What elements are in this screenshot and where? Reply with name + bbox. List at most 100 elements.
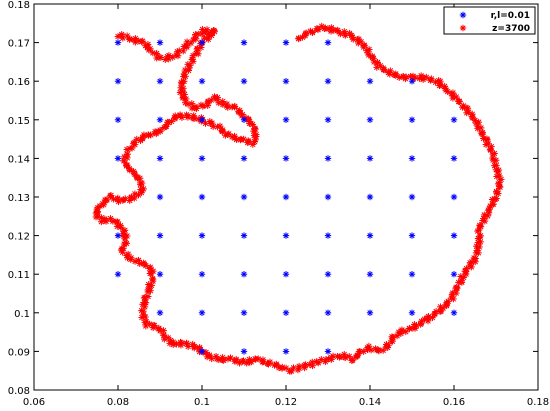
data-point-blue — [324, 232, 332, 239]
data-point-blue — [366, 271, 374, 278]
data-point-blue — [282, 232, 290, 239]
data-point-red — [432, 78, 439, 86]
y-tick-label: 0.18 — [8, 0, 30, 11]
data-point-red — [385, 341, 392, 349]
data-point-red — [135, 191, 142, 199]
data-point-red — [360, 42, 368, 50]
data-point-blue — [156, 116, 164, 123]
data-point-red — [179, 47, 187, 55]
data-point-red — [417, 319, 425, 327]
data-point-red — [416, 75, 424, 82]
data-point-red — [482, 141, 490, 148]
data-point-blue — [408, 78, 416, 85]
data-point-blue — [114, 78, 122, 85]
data-point-blue — [114, 232, 122, 239]
data-point-red — [193, 105, 200, 112]
data-point-red — [459, 102, 467, 110]
data-point-blue — [450, 309, 458, 316]
x-tick-label: 0.14 — [359, 397, 381, 408]
data-point-red — [447, 90, 455, 98]
data-point-blue — [282, 309, 290, 316]
legend-marker-symbol — [459, 24, 467, 32]
data-point-red — [455, 97, 463, 105]
y-tick-label: 0.16 — [8, 77, 30, 88]
data-point-red — [231, 103, 238, 111]
data-point-blue — [366, 309, 374, 316]
legend-marker-z-3700 — [459, 24, 467, 32]
data-point-red — [109, 217, 117, 225]
data-point-blue — [282, 78, 290, 85]
data-point-blue — [156, 271, 164, 278]
data-point-red — [184, 343, 192, 350]
data-point-red — [137, 181, 144, 189]
data-point-red — [353, 352, 361, 360]
data-point-red — [130, 169, 138, 177]
data-point-red — [211, 28, 218, 36]
data-point-red — [266, 358, 274, 366]
data-point-blue — [324, 348, 332, 355]
data-point-blue — [450, 271, 458, 278]
x-tick-label: 0.06 — [23, 397, 45, 408]
data-point-red — [470, 254, 478, 262]
y-tick-label: 0.17 — [8, 39, 30, 50]
data-point-blue — [114, 116, 122, 123]
data-point-red — [232, 357, 240, 365]
data-point-red — [313, 25, 321, 33]
data-point-red — [169, 53, 177, 61]
y-tick-label: 0.14 — [8, 154, 30, 165]
data-point-red — [426, 76, 434, 84]
data-point-red — [348, 33, 356, 41]
data-point-red — [436, 82, 443, 90]
data-point-blue — [408, 155, 416, 162]
data-point-red — [151, 128, 159, 136]
data-point-red — [308, 358, 316, 366]
data-point-blue — [240, 155, 248, 162]
data-point-red — [199, 102, 207, 110]
data-point-blue — [240, 232, 248, 239]
data-point-blue — [324, 116, 332, 123]
data-point-blue — [408, 116, 416, 123]
data-point-red — [150, 322, 158, 329]
data-point-blue — [198, 193, 206, 201]
series-r-l-0-01 — [114, 39, 458, 355]
data-point-red — [107, 192, 115, 199]
data-point-blue — [282, 155, 290, 162]
data-point-red — [463, 109, 471, 117]
data-point-blue — [324, 155, 332, 162]
series-z-3700 — [92, 22, 505, 375]
data-point-blue — [282, 271, 290, 278]
data-point-blue — [282, 39, 290, 46]
x-tick-label: 0.18 — [527, 397, 549, 408]
data-point-red — [227, 354, 234, 362]
data-point-blue — [366, 116, 374, 123]
y-tick-label: 0.12 — [8, 232, 30, 243]
data-point-blue — [198, 155, 206, 162]
x-tick-label: 0.16 — [443, 397, 465, 408]
data-point-red — [250, 127, 258, 135]
data-point-blue — [198, 309, 206, 316]
data-point-blue — [408, 232, 416, 239]
legend-label-r-l-0-01: r,l=0.01 — [491, 11, 530, 21]
data-point-blue — [240, 78, 248, 85]
data-point-blue — [408, 271, 416, 278]
data-point-red — [474, 249, 482, 257]
data-point-blue — [198, 271, 206, 278]
data-point-red — [184, 60, 192, 68]
y-axis: 0.08 0.09 0.1 0.11 0.12 0.13 0.14 0.15 0.16 0.17 0… — [8, 0, 538, 397]
data-point-red — [146, 263, 154, 271]
legend-marker-r-l-0-01 — [459, 11, 467, 19]
data-point-blue — [324, 78, 332, 85]
data-point-red — [475, 243, 483, 251]
data-point-red — [476, 221, 484, 229]
data-point-blue — [156, 78, 164, 85]
data-point-red — [493, 173, 501, 180]
data-point-blue — [198, 348, 206, 355]
data-point-red — [295, 362, 303, 370]
data-point-blue — [324, 271, 332, 278]
data-point-red — [189, 57, 197, 65]
data-point-blue — [366, 78, 374, 85]
data-point-red — [189, 114, 197, 122]
data-point-red — [224, 104, 232, 111]
data-point-red — [254, 355, 262, 363]
